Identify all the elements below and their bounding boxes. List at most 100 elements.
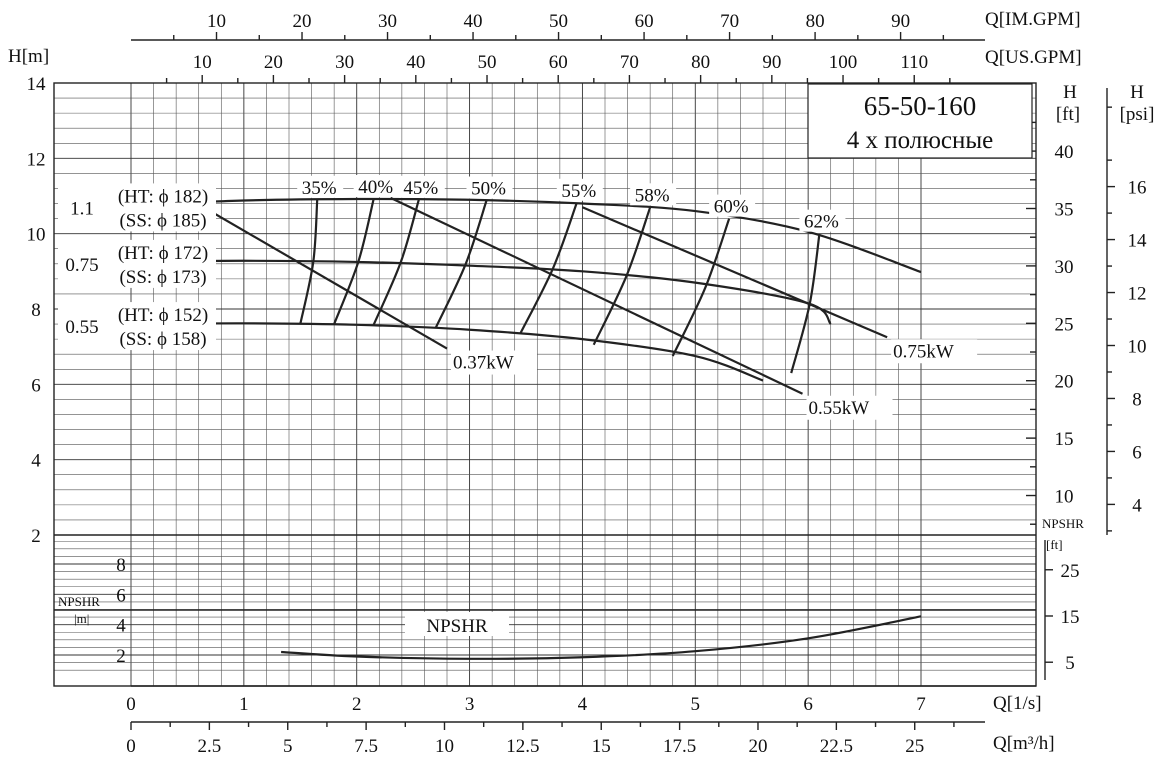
impeller-label-bg [58, 239, 216, 288]
npshr-ft-tick-label: 15 [1061, 607, 1080, 628]
q-ls-tick-label: 5 [691, 694, 701, 715]
q-imgpm-tick-label: 30 [378, 11, 397, 32]
h-psi-tick-label: 8 [1132, 389, 1142, 410]
npshr-m-tick-label: 6 [116, 585, 126, 606]
efficiency-label: 40% [358, 177, 393, 198]
q-usgpm-tick-label: 70 [620, 52, 639, 73]
power-label-bg [891, 339, 978, 364]
q-usgpm-tick-label: 110 [900, 52, 928, 73]
head-curve-2 [130, 322, 764, 382]
q-m3h-tick-label: 0 [126, 736, 136, 757]
impeller-ss-label: (SS: ϕ 158) [119, 329, 206, 350]
chart-curves [130, 196, 922, 660]
h-m-tick-label: 10 [27, 225, 46, 246]
q-imgpm-tick-label: 50 [549, 11, 568, 32]
npshr-m-tick-label: 2 [116, 646, 126, 667]
npshr-curve [281, 615, 922, 660]
npshr-curve-label: NPSHR [426, 616, 488, 637]
h-psi-tick-label: 12 [1128, 284, 1147, 305]
h-ft-tick-label: 30 [1055, 257, 1074, 278]
q-imgpm-tick-label: 20 [293, 11, 312, 32]
npshr-m-axis-label-bottom: |m| [74, 611, 89, 626]
h-m-tick-label: 6 [31, 375, 41, 396]
title-model: 65-50-160 [864, 91, 976, 121]
h-m-tick-label: 8 [31, 300, 41, 321]
h-psi-axis-label-top: H [1130, 82, 1144, 103]
npshr-m-tick-label: 8 [116, 555, 126, 576]
q-ls-tick-label: 6 [803, 694, 813, 715]
efficiency-label-bg [556, 178, 603, 201]
q-m3h-tick-label: 12.5 [506, 736, 539, 757]
efficiency-label: 50% [471, 179, 506, 200]
efficiency-label: 62% [804, 212, 839, 233]
q-ls-tick-label: 2 [352, 694, 362, 715]
efficiency-label-bg [297, 175, 344, 198]
q-usgpm-axis-label: Q[US.GPM] [985, 47, 1082, 68]
q-usgpm-tick-label: 60 [549, 52, 568, 73]
h-ft-axis-label-top: H [1063, 82, 1077, 103]
head-curve-1 [130, 259, 832, 325]
q-ls-tick-label: 7 [916, 694, 926, 715]
npshr-m-tick-label: 4 [116, 616, 126, 637]
q-m3h-tick-label: 17.5 [663, 736, 696, 757]
q-m3h-tick-label: 10 [435, 736, 454, 757]
efficiency-label-bg [709, 194, 756, 217]
efficiency-label-bg [398, 175, 445, 198]
q-imgpm-tick-label: 10 [207, 11, 226, 32]
efficiency-line-6 [671, 218, 731, 357]
power-line-0 [186, 196, 448, 350]
power-line-1 [390, 196, 803, 395]
q-m3h-tick-label: 25 [905, 736, 924, 757]
impeller-power-label: 1.1 [70, 198, 94, 219]
q-m3h-tick-label: 2.5 [197, 736, 221, 757]
q-ls-tick-label: 0 [126, 694, 136, 715]
q-ls-tick-label: 1 [239, 694, 249, 715]
efficiency-line-3 [434, 200, 488, 329]
efficiency-label: 45% [403, 178, 438, 199]
power-label: 0.55kW [809, 398, 870, 419]
chart-grid [54, 82, 1036, 686]
npshr-m-axis-label-top: NPSHR [58, 594, 100, 609]
efficiency-line-2 [372, 199, 420, 326]
q-m3h-tick-label: 7.5 [354, 736, 378, 757]
h-ft-axis-label-bottom: [ft] [1056, 104, 1080, 125]
q-imgpm-tick-label: 90 [891, 11, 910, 32]
q-m3h-axis-label: Q[m³/h] [993, 733, 1055, 754]
efficiency-line-4 [519, 202, 578, 334]
power-label: 0.37kW [453, 353, 514, 374]
h-psi-tick-label: 16 [1128, 178, 1147, 199]
efficiency-line-0 [299, 199, 319, 325]
h-ft-tick-label: 10 [1055, 487, 1074, 508]
power-line-2 [581, 206, 888, 339]
q-m3h-tick-label: 22.5 [820, 736, 853, 757]
q-imgpm-axis-label: Q[IM.GPM] [985, 9, 1081, 30]
power-label-bg [451, 350, 537, 375]
h-m-tick-label: 2 [31, 526, 41, 547]
npshr-label-bg [405, 612, 509, 636]
h-ft-tick-label: 35 [1055, 200, 1074, 221]
power-label-bg [806, 395, 893, 420]
impeller-ht-label: (HT: ϕ 172) [118, 243, 208, 264]
q-ls-axis-label: Q[1/s] [993, 693, 1042, 714]
q-usgpm-tick-label: 40 [406, 52, 425, 73]
q-imgpm-tick-label: 80 [806, 11, 825, 32]
q-m3h-tick-label: 20 [748, 736, 767, 757]
h-ft-tick-label: 20 [1055, 372, 1074, 393]
efficiency-label-bg [799, 209, 846, 232]
npshr-ft-tick-label: 25 [1061, 561, 1080, 582]
q-imgpm-tick-label: 60 [635, 11, 654, 32]
h-ft-tick-label: 40 [1055, 142, 1074, 163]
h-psi-tick-label: 6 [1132, 442, 1142, 463]
efficiency-line-5 [592, 206, 652, 346]
q-usgpm-tick-label: 10 [193, 52, 212, 73]
impeller-label-bg [58, 302, 216, 351]
npshr-ft-axis-label-bottom: [ft] [1046, 537, 1063, 552]
efficiency-label: 35% [302, 178, 337, 199]
impeller-ss-label: (SS: ϕ 185) [119, 210, 206, 231]
h-m-tick-label: 12 [27, 149, 46, 170]
impeller-ss-label: (SS: ϕ 173) [119, 267, 206, 288]
head-curve-0 [130, 197, 922, 274]
efficiency-label: 55% [561, 181, 596, 202]
q-usgpm-tick-label: 80 [691, 52, 710, 73]
q-usgpm-tick-label: 30 [335, 52, 354, 73]
